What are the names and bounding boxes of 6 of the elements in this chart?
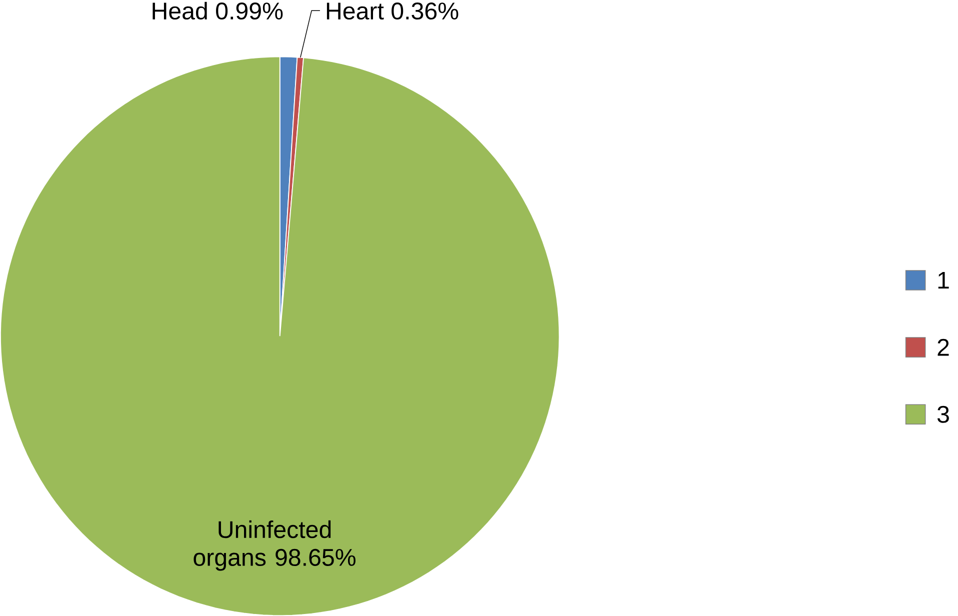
- legend-label: 2: [938, 338, 949, 356]
- legend-label: 3: [937, 406, 949, 423]
- data-label: Uninfected organs 98.65%: [194, 520, 356, 571]
- data-label: Head 0.99%: [152, 2, 283, 20]
- data-label: Heart 0.36%: [326, 2, 458, 20]
- legend-label: 1: [938, 272, 949, 289]
